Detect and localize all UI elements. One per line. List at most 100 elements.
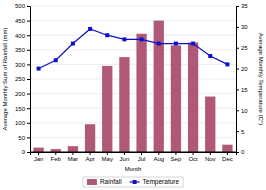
tick: 500 [15,3,30,9]
bar [136,34,146,152]
tick-label: 20 [241,66,248,72]
tick-label: Feb [51,156,62,162]
tick-mark [27,6,30,7]
tick-mark [236,110,239,111]
marker [191,42,195,46]
grid-line [30,20,236,21]
legend-label: Temperature [143,178,180,186]
tick-label: 250 [15,76,26,82]
grid-line [30,6,236,7]
tick-label: 350 [15,47,26,53]
legend-label: Rainfall [100,178,122,185]
tick-mark [27,64,30,65]
marker [225,62,229,66]
y-axis-title: Average Monthly Sum of Rainfall (mm) [2,28,8,131]
tick-label: 0 [241,149,245,155]
tick: Feb [51,152,62,162]
bar [205,97,215,152]
tick: 350 [15,47,30,53]
tick-label: 300 [15,62,26,68]
tick: Oct [188,152,198,162]
x-axis-title: Month [125,166,142,172]
tick-mark [27,21,30,22]
tick-label: 25 [241,45,248,51]
tick-label: Apr [85,156,94,162]
line-series [37,27,230,71]
tick-label: Oct [188,156,198,162]
marks [33,21,232,152]
tick-label: 100 [15,120,26,126]
tick-mark [27,79,30,80]
bar [68,146,78,152]
grid-line [30,152,236,153]
tick: 20 [236,66,248,72]
tick-label: 15 [241,87,248,93]
y2-axis-title: Average Monthly Temperature (C°) [258,33,264,126]
marker [122,37,126,41]
marker [174,42,178,46]
tick: Jun [120,152,130,162]
axis-line [27,7,31,153]
legend-frame [83,177,183,187]
tick-mark [27,108,30,109]
tick: 50 [18,135,30,141]
marker [208,54,212,58]
tick-label: 200 [15,91,26,97]
tick: May [102,152,113,162]
tick: 35 [236,3,248,9]
tick: Jan [34,152,44,162]
grid-line [30,35,236,36]
tick-mark [27,137,30,138]
tick-label: Sep [171,156,182,162]
marker [88,27,92,31]
tick: Jul [138,152,146,162]
y-axis: 0 50 100 150 200 250 300 350 400 450 500 [15,3,31,155]
tick: 0 [236,149,245,155]
tick-mark [27,35,30,36]
tick-label: Mar [68,156,78,162]
bar [171,45,181,152]
grid-line [30,49,236,50]
tick-label: 450 [15,18,26,24]
legend-swatch [87,179,97,185]
grid-line [30,79,236,80]
bar [188,43,198,153]
tick: Nov [205,152,216,162]
tick-label: Nov [205,156,216,162]
legend-item: Rainfall [87,178,122,185]
tick-mark [236,6,239,7]
tick: 0 [22,149,30,155]
tick: Dec [222,152,233,162]
tick-label: Jan [34,156,44,162]
axis-line [30,152,236,153]
tick: Sep [171,152,182,162]
tick-label: Aug [153,156,164,162]
tick-label: 50 [18,135,25,141]
grid [30,6,236,152]
tick: Apr [85,152,94,162]
marker [54,58,58,62]
tick-label: 5 [241,129,245,135]
tick-label: May [102,156,113,162]
marker [140,37,144,41]
tick: 150 [15,106,30,112]
tick: 5 [236,129,245,135]
tick-label: 10 [241,108,248,114]
bar [222,145,232,152]
grid-line [30,93,236,94]
tick-mark [236,89,239,90]
tick-label: 500 [15,3,26,9]
tick-mark [236,69,239,70]
tick-mark [27,152,30,153]
tick: 400 [15,33,30,39]
tick: 250 [15,76,30,82]
tick-label: Dec [222,156,233,162]
y2-axis: 05101520253035 [236,3,248,155]
tick: 10 [236,108,248,114]
tick: 300 [15,62,30,68]
marker [105,33,109,37]
legend-marker [133,180,137,184]
grid-line [30,64,236,65]
bar-series [33,21,232,152]
tick-mark [236,152,239,153]
